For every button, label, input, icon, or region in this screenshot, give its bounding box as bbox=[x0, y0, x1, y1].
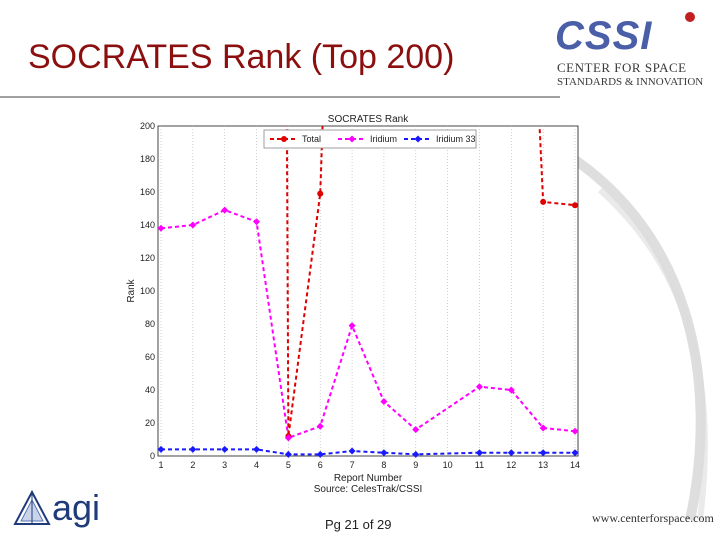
data-point-iridium-33 bbox=[412, 450, 420, 458]
data-point-total bbox=[317, 190, 324, 197]
x-tick-label: 2 bbox=[190, 460, 195, 470]
x-tick-label: 3 bbox=[222, 460, 227, 470]
data-point-iridium-33 bbox=[189, 445, 197, 453]
page-number: Pg 21 of 29 bbox=[325, 517, 392, 532]
cssi-logo-wordmark: CSSI bbox=[555, 14, 653, 58]
cssi-logo: CSSI CENTER FOR SPACE STANDARDS & INNOVA… bbox=[547, 8, 707, 100]
x-tick-label: 6 bbox=[318, 460, 323, 470]
x-axis-label: Report Number bbox=[334, 473, 403, 484]
y-tick-label: 60 bbox=[145, 352, 155, 362]
chart-title: SOCRATES Rank bbox=[328, 114, 409, 125]
y-axis-ticks: 0 20 40 60 80 100 120 140 160 180 200 bbox=[140, 121, 155, 461]
data-point-iridium bbox=[284, 434, 292, 442]
data-point-iridium-33 bbox=[571, 449, 579, 457]
x-tick-label: 1 bbox=[158, 460, 163, 470]
data-point-iridium bbox=[348, 322, 356, 330]
data-point-iridium bbox=[221, 206, 229, 214]
cssi-logo-line2: STANDARDS & INNOVATION bbox=[557, 76, 704, 88]
x-tick-label: 8 bbox=[381, 460, 386, 470]
data-point-iridium bbox=[157, 224, 165, 232]
data-point-iridium-33 bbox=[348, 447, 356, 455]
legend-marker-total bbox=[281, 136, 287, 142]
legend-label-iridium-33: Iridium 33 bbox=[436, 134, 476, 144]
data-point-iridium-33 bbox=[253, 445, 261, 453]
x-axis-ticks: 1 2 3 4 5 6 7 8 9 10 11 12 13 14 bbox=[158, 460, 580, 470]
legend-marker-iridium bbox=[348, 135, 356, 143]
x-tick-label: 5 bbox=[286, 460, 291, 470]
website-url: www.centerforspace.com bbox=[592, 511, 714, 525]
agi-triangle-icon bbox=[13, 489, 51, 525]
cssi-logo-dot bbox=[685, 12, 695, 22]
legend-label-iridium: Iridium bbox=[370, 134, 397, 144]
data-point-iridium bbox=[571, 427, 579, 435]
slide-title: SOCRATES Rank (Top 200) bbox=[28, 38, 455, 76]
data-point-iridium bbox=[316, 422, 324, 430]
y-tick-label: 140 bbox=[140, 220, 155, 230]
y-tick-label: 160 bbox=[140, 187, 155, 197]
data-point-iridium bbox=[380, 398, 388, 406]
agi-wordmark: agi bbox=[52, 487, 101, 528]
data-point-total bbox=[540, 198, 547, 205]
data-point-iridium-33 bbox=[221, 445, 229, 453]
y-tick-label: 80 bbox=[145, 319, 155, 329]
data-point-iridium bbox=[475, 383, 483, 391]
x-tick-label: 9 bbox=[413, 460, 418, 470]
data-point-iridium bbox=[412, 426, 420, 434]
data-point-iridium bbox=[507, 386, 515, 394]
title-divider bbox=[0, 96, 560, 98]
data-point-iridium bbox=[539, 424, 547, 432]
legend-marker-iridium-33 bbox=[414, 135, 422, 143]
y-tick-label: 20 bbox=[145, 418, 155, 428]
y-axis-label: Rank bbox=[126, 278, 137, 302]
data-point-iridium-33 bbox=[157, 445, 165, 453]
chart-legend: Total Iridium Iridium 33 bbox=[263, 129, 477, 149]
y-tick-label: 0 bbox=[150, 451, 155, 461]
data-point-iridium-33 bbox=[284, 450, 292, 458]
data-point-iridium-33 bbox=[507, 449, 515, 457]
y-tick-label: 40 bbox=[145, 385, 155, 395]
y-tick-label: 200 bbox=[140, 121, 155, 131]
x-tick-label: 11 bbox=[475, 460, 484, 470]
data-point-iridium-33 bbox=[380, 449, 388, 457]
x-axis-source-label: Source: CelesTrak/CSSI bbox=[314, 484, 423, 495]
data-point-iridium bbox=[253, 218, 261, 226]
data-point-iridium-33 bbox=[539, 449, 547, 457]
series-markers bbox=[157, 190, 579, 458]
cssi-logo-line1: CENTER FOR SPACE bbox=[557, 60, 687, 75]
plot-area-background bbox=[157, 125, 579, 457]
y-tick-label: 120 bbox=[140, 253, 155, 263]
x-tick-label: 13 bbox=[538, 460, 548, 470]
data-point-iridium-33 bbox=[475, 449, 483, 457]
x-tick-label: 4 bbox=[254, 460, 259, 470]
y-tick-label: 100 bbox=[140, 286, 155, 296]
y-tick-label: 180 bbox=[140, 154, 155, 164]
x-tick-label: 7 bbox=[350, 460, 355, 470]
x-tick-label: 12 bbox=[506, 460, 516, 470]
x-tick-label: 14 bbox=[570, 460, 580, 470]
x-tick-label: 10 bbox=[443, 460, 453, 470]
legend-box bbox=[263, 129, 477, 149]
data-point-iridium-33 bbox=[316, 450, 324, 458]
legend-label-total: Total bbox=[302, 134, 321, 144]
agi-logo: agi bbox=[12, 488, 112, 532]
data-point-iridium bbox=[189, 221, 197, 229]
data-point-total bbox=[572, 202, 578, 209]
